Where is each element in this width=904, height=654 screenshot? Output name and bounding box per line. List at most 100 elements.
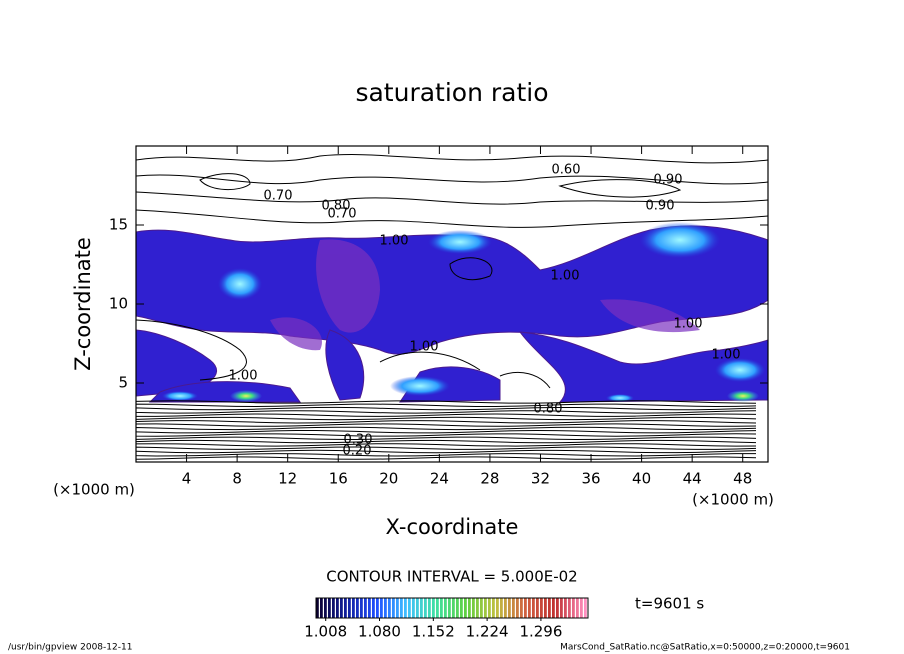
colorbar-cell [488,598,491,618]
contour-line [136,430,757,434]
contour-line [136,446,757,450]
colorbar-cell [492,598,495,618]
contour-line [136,439,757,444]
x-unit-label: (×1000 m) [53,481,135,499]
colorbar-cell [336,598,339,618]
contour-line [136,443,757,447]
y-axis-label: Z-coordinate [71,237,95,371]
contour-line [136,449,757,454]
colorbar-cell [568,598,571,618]
colorbar-cell [452,598,455,618]
colorbar-cell [572,598,575,618]
x-unit-label: (×1000 m) [692,491,774,509]
colorbar-cell [444,598,447,618]
contour-line [136,416,757,421]
colorbar-cell [344,598,347,618]
colorbar-tick-label: 1.296 [519,623,562,641]
colorbar-cell [348,598,351,618]
contour-label: 1.00 [551,269,580,284]
colorbar-cell [316,598,319,618]
colorbar-cell [528,598,531,618]
contour-label: 0.90 [654,173,683,188]
contour-line [136,410,757,414]
colorbar-cell [332,598,335,618]
x-tick-label: 32 [531,470,550,488]
colorbar-cell [432,598,435,618]
colorbar-cell [580,598,583,618]
contour-label: 0.60 [552,163,581,178]
colorbar-cell [420,598,423,618]
field [136,154,768,460]
colorbar-cell [328,598,331,618]
x-tick-label: 40 [632,470,651,488]
filled-region [270,239,700,351]
x-tick-label: 48 [733,470,752,488]
colorbar-cell [464,598,467,618]
colorbar-cell [508,598,511,618]
colorbar-cell [448,598,451,618]
colorbar-cell [400,598,403,618]
colorbar-cell [468,598,471,618]
colorbar-cell [424,598,427,618]
colorbar-cell [404,598,407,618]
x-tick-label: 24 [430,470,449,488]
contour-label: 1.00 [674,317,703,332]
colorbar-cell [564,598,567,618]
colorbar-cell [504,598,507,618]
time-label: t=9601 s [635,595,704,613]
colorbar-cell [372,598,375,618]
contour-label: 0.80 [534,402,563,417]
contour-line [136,433,757,437]
x-tick-label: 36 [581,470,600,488]
colorbar-cell [408,598,411,618]
x-tick-label: 20 [379,470,398,488]
x-tick-label: 12 [278,470,297,488]
colorbar-cell [460,598,463,618]
colorbar-cell [412,598,415,618]
contour-line [136,423,757,427]
colorbar-cell [532,598,535,618]
colorbar-cell [540,598,543,618]
contour-label: 1.00 [712,348,741,363]
x-tick-label: 44 [683,470,702,488]
contour-interval: CONTOUR INTERVAL = 5.000E-02 [326,568,577,586]
contour-line [136,456,757,460]
x-tick-label: 16 [329,470,348,488]
colorbar-cell [456,598,459,618]
colorbar-cell [516,598,519,618]
colorbar-cell [364,598,367,618]
footer-right: MarsCond_SatRatio.nc@SatRatio,x=0:50000,… [560,643,850,653]
contour-label: 0.70 [264,189,293,204]
colorbar-cell [476,598,479,618]
colorbar-cell [576,598,579,618]
colorbar-cell [520,598,523,618]
contour-label: 0.70 [328,207,357,222]
contour-line [136,426,757,431]
colorbar-cell [392,598,395,618]
colorbar-cell [360,598,363,618]
colorbar-cell [368,598,371,618]
contour-line [136,400,757,404]
x-tick-label: 8 [232,470,242,488]
contour-line [136,403,757,407]
colorbar-cell [544,598,547,618]
footer-left: /usr/bin/gpview 2008-12-11 [8,643,132,653]
colorbar-cell [340,598,343,618]
contour-label: 1.00 [380,234,409,249]
colorbar-cell [440,598,443,618]
contour-label: 0.80 [322,199,351,214]
colorbar-cell [380,598,383,618]
colorbar-cell [524,598,527,618]
contour-line [136,154,768,389]
colorbar-cell [560,598,563,618]
colorbar-cell [356,598,359,618]
colorbar-cell [396,598,399,618]
x-axis-label: X-coordinate [386,515,519,539]
colorbar-cell [500,598,503,618]
contour-line [136,406,757,411]
contour-label: 0.30 [344,433,373,448]
chart-title: saturation ratio [355,78,548,107]
colorbar-cell [324,598,327,618]
colorbar-cell [552,598,555,618]
